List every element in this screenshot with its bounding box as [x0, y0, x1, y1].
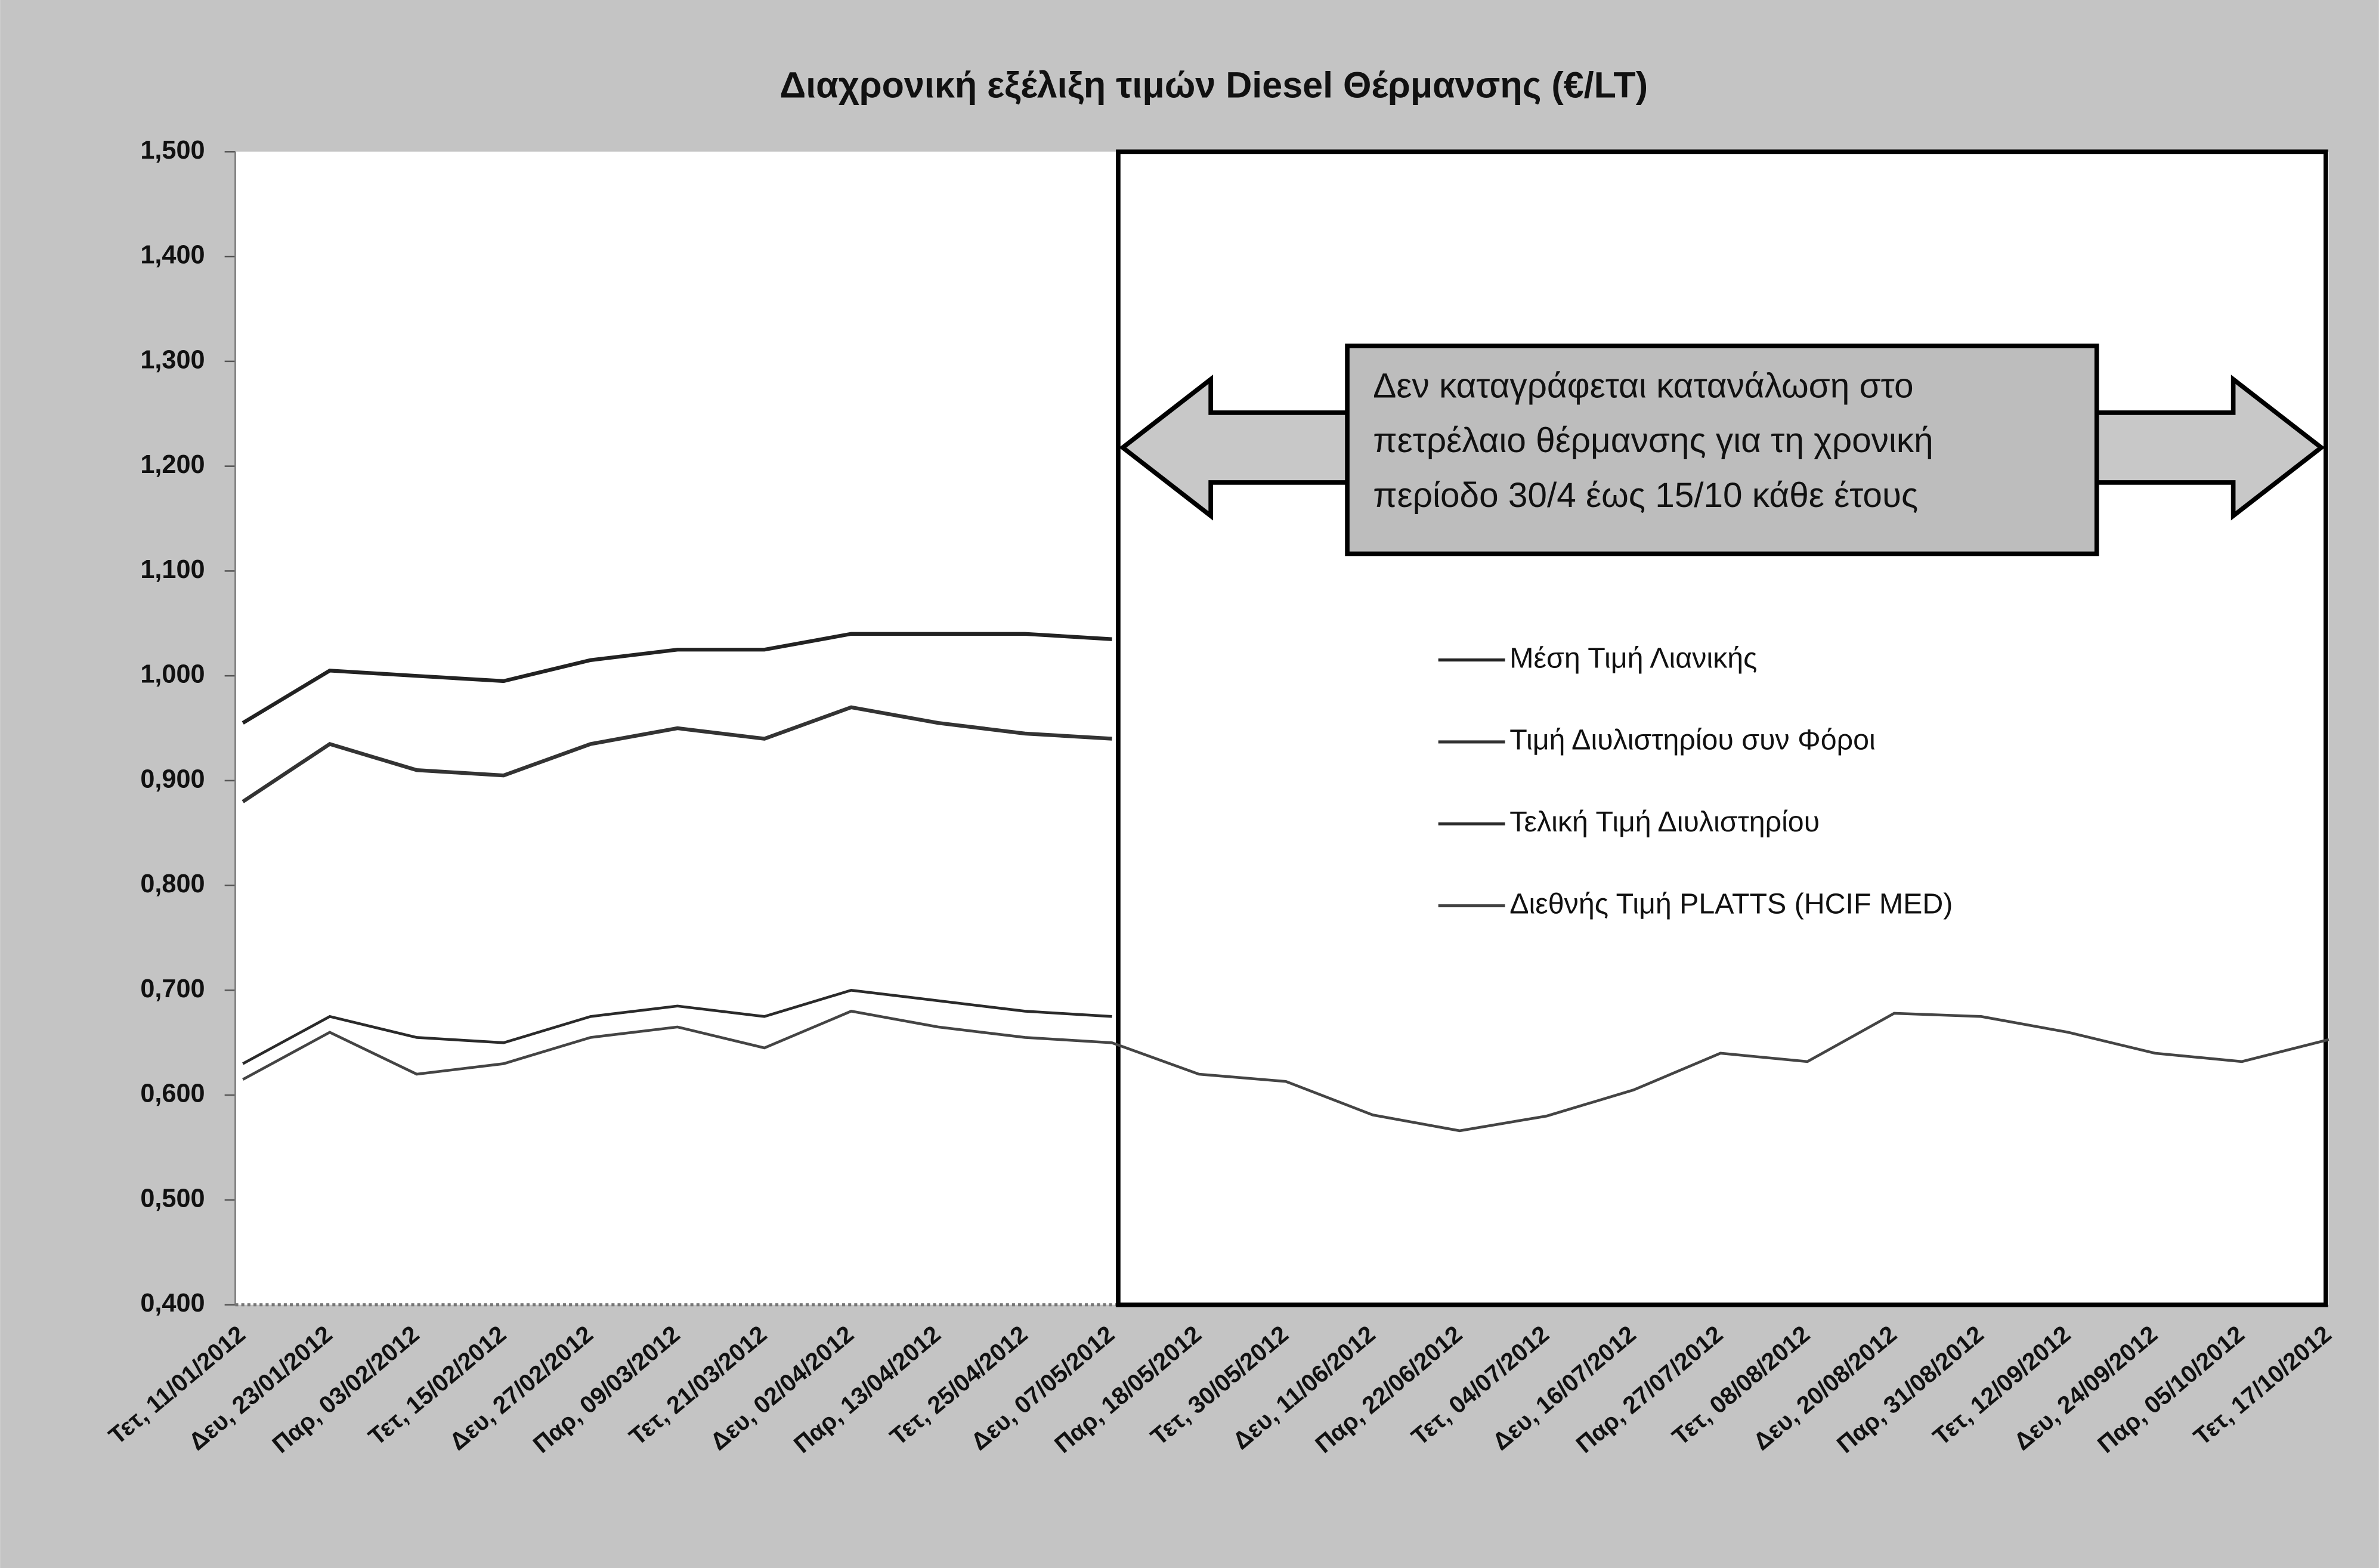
annotation-box — [1345, 344, 2099, 556]
y-tick-label: 0,800 — [140, 870, 205, 898]
series-line — [242, 1010, 2329, 1133]
y-tick-label: 1,500 — [140, 136, 205, 165]
y-tick-label: 0,900 — [140, 765, 205, 793]
y-tick-label: 0,700 — [140, 975, 205, 1003]
annotation-text: Δεν καταγράφεται κατανάλωση στο — [1373, 367, 1913, 406]
y-tick-label: 0,600 — [140, 1080, 205, 1108]
y-tick-label: 1,000 — [140, 660, 205, 689]
y-tick-label: 1,300 — [140, 345, 205, 374]
annotation-text: περίοδο 30/4 έως 15/10 κάθε έτους — [1373, 476, 1918, 515]
series-line — [242, 705, 1112, 803]
y-tick-label: 1,400 — [140, 241, 205, 270]
y-tick-label: 1,100 — [140, 555, 205, 584]
legend-label: Τελική Τιμή Διυλιστηρίου — [1509, 806, 1820, 838]
y-tick-label: 1,200 — [140, 450, 205, 479]
series-line — [242, 632, 1112, 725]
legend-label: Διεθνής Τιμή PLATTS (HCIF MED) — [1509, 887, 1953, 920]
y-tick-label: 0,400 — [140, 1289, 205, 1318]
annotation-text: πετρέλαιο θέρμανσης για τη χρονική — [1373, 421, 1933, 460]
y-tick-label: 0,500 — [140, 1184, 205, 1213]
series-line — [242, 988, 1112, 1065]
legend-label: Τιμή Διυλιστηρίου συν Φόροι — [1509, 724, 1875, 756]
chart-title: Διαχρονική εξέλιξη τιμών Diesel Θέρμανση… — [779, 65, 1648, 106]
legend-label: Μέση Τιμή Λιανικής — [1509, 642, 1757, 674]
